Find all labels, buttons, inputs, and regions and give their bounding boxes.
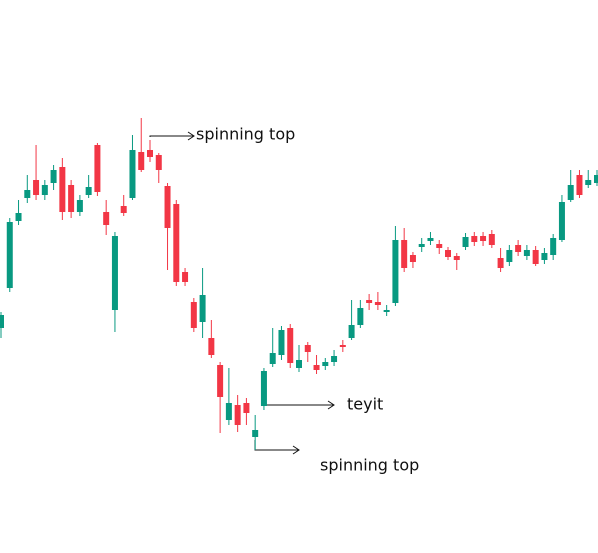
candle-body	[173, 204, 180, 282]
candle-body	[506, 250, 513, 262]
candle-body	[445, 250, 451, 257]
candle-body	[366, 300, 373, 303]
candle-body	[85, 187, 92, 195]
arrow	[327, 400, 335, 410]
candle-body	[199, 295, 206, 322]
candle-body	[541, 253, 548, 260]
candle-body	[59, 167, 66, 212]
candle-body	[401, 240, 408, 268]
candle-body	[33, 180, 40, 195]
candle-body	[471, 236, 478, 242]
candle-body	[269, 353, 276, 364]
candle-body	[234, 405, 241, 425]
candle-body	[217, 365, 224, 397]
candle-body	[488, 234, 495, 245]
candle-body	[453, 256, 460, 260]
arrow-head	[187, 131, 195, 141]
candle-body	[392, 240, 399, 303]
candle-body	[260, 371, 267, 406]
candle-body	[155, 155, 162, 170]
candle-body	[576, 175, 583, 195]
candle-body	[331, 356, 338, 362]
candle-body	[252, 430, 259, 437]
candle-body	[497, 258, 504, 268]
candle-body	[374, 302, 381, 305]
candle-body	[322, 362, 329, 366]
annotation: teyit	[347, 395, 383, 414]
candles	[0, 118, 598, 450]
candle-body	[6, 222, 13, 288]
candle-body	[436, 244, 443, 248]
arrow	[254, 440, 299, 451]
candle-body	[147, 150, 153, 157]
candle-body	[111, 236, 118, 310]
candle-body	[164, 186, 171, 228]
annotation-arrows	[149, 131, 335, 455]
candle-body	[567, 185, 574, 200]
candle-body	[462, 237, 469, 247]
candle-body	[50, 170, 57, 183]
candle-body	[409, 255, 416, 262]
candle-body	[585, 180, 592, 185]
candle-body	[138, 152, 145, 170]
candle-body	[76, 200, 83, 212]
candle-body	[558, 202, 565, 240]
candle-body	[383, 310, 390, 312]
candle-body	[515, 245, 522, 252]
candle-body	[208, 338, 215, 355]
candle-body	[190, 302, 197, 328]
candle-body	[313, 365, 320, 370]
candle-body	[427, 238, 434, 241]
candle-body	[24, 190, 31, 198]
candle-body	[304, 345, 311, 352]
candle-body	[357, 308, 364, 325]
candle-body	[550, 238, 557, 255]
annotation: spinning top	[196, 125, 295, 144]
candle-body	[418, 244, 425, 247]
candle-body	[296, 360, 302, 368]
candle-body	[532, 250, 539, 264]
arrow-head	[292, 445, 300, 455]
candle-body	[129, 150, 136, 198]
candle-body	[41, 185, 48, 195]
candle-body	[287, 328, 294, 363]
candle-body	[94, 145, 101, 192]
candle-body	[278, 330, 285, 355]
annotation: spinning top	[320, 456, 419, 475]
candle-body	[15, 213, 22, 221]
candle-body	[0, 315, 4, 328]
candle-body	[594, 175, 598, 183]
candle-body	[103, 212, 110, 225]
candle-body	[480, 236, 487, 241]
candle-body	[68, 185, 75, 212]
arrow	[149, 135, 194, 137]
candle-body	[225, 403, 232, 420]
candle-body	[339, 345, 346, 347]
candle-body	[120, 206, 127, 213]
candle-body	[243, 403, 250, 413]
candle-body	[523, 250, 530, 256]
candle-body	[348, 325, 355, 338]
candle-body	[182, 272, 189, 282]
